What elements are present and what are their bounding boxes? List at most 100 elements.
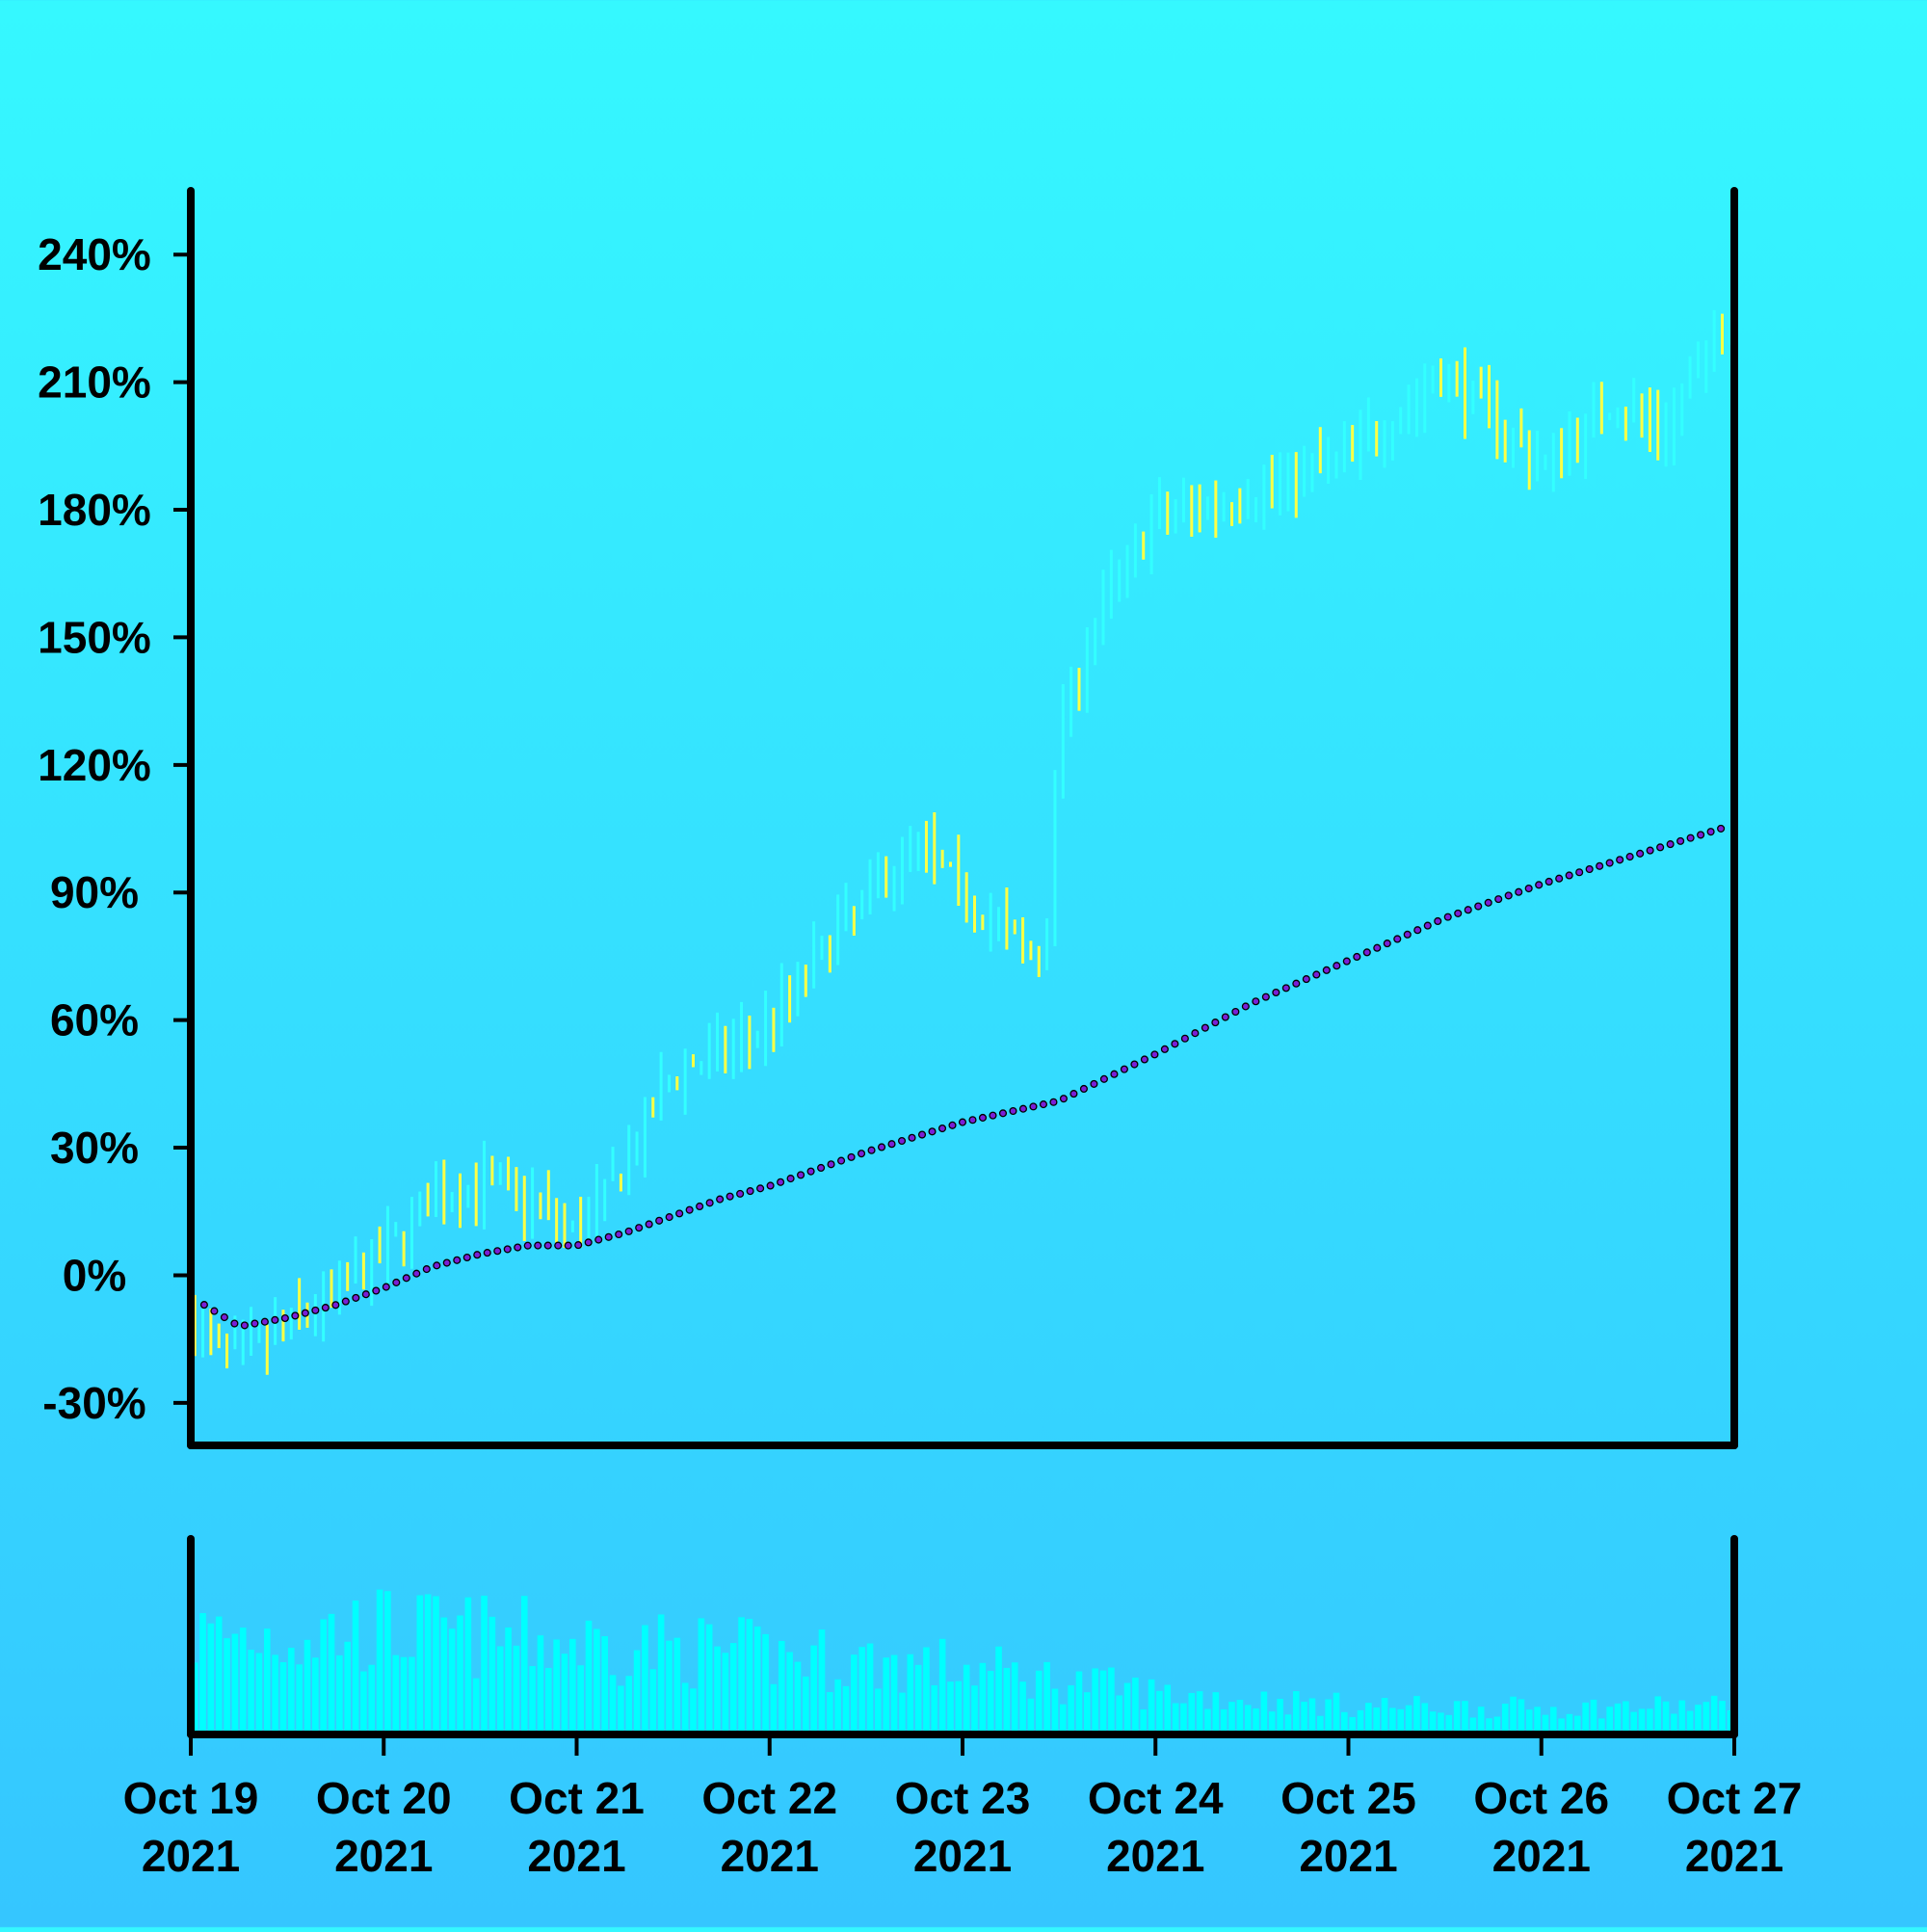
volume-bar	[1244, 1705, 1252, 1731]
moving-average-point	[321, 1304, 330, 1312]
volume-bar	[690, 1688, 697, 1731]
moving-average-point	[341, 1297, 350, 1306]
volume-bar	[625, 1676, 633, 1731]
volume-bar	[1510, 1696, 1517, 1731]
volume-bar	[392, 1654, 400, 1731]
volume-bar	[1549, 1707, 1557, 1731]
moving-average-point	[1524, 884, 1533, 893]
moving-average-point	[665, 1213, 673, 1222]
moving-average-point	[1292, 979, 1301, 988]
moving-average-point	[483, 1249, 491, 1257]
moving-average-point	[1646, 846, 1654, 855]
moving-average-point	[1656, 843, 1665, 852]
volume-bar	[786, 1652, 793, 1731]
volume-bar	[1084, 1692, 1091, 1731]
moving-average-point	[705, 1199, 714, 1207]
volume-bar	[312, 1657, 319, 1731]
volume-bar	[1566, 1713, 1573, 1731]
volume-bar	[344, 1641, 351, 1731]
volume-bar	[1035, 1670, 1043, 1731]
volume-bar	[858, 1647, 865, 1731]
volume-bar	[714, 1646, 721, 1731]
moving-average-point	[210, 1307, 219, 1315]
moving-average-point	[251, 1319, 259, 1328]
moving-average-point	[1706, 828, 1715, 836]
moving-average-point	[331, 1301, 340, 1310]
y-tick-label: -30%	[42, 1378, 145, 1428]
volume-bar	[753, 1626, 761, 1731]
volume-bar	[352, 1600, 359, 1731]
volume-bar	[729, 1643, 737, 1731]
volume-bar	[1421, 1703, 1429, 1731]
moving-average-point	[220, 1313, 228, 1322]
volume-bar	[1429, 1711, 1437, 1731]
moving-average-point	[543, 1241, 552, 1250]
volume-bar	[1212, 1692, 1220, 1731]
x-tick-label: Oct 26	[1473, 1773, 1609, 1823]
volume-bar	[1051, 1688, 1059, 1731]
moving-average-point	[1423, 921, 1432, 930]
volume-bar	[553, 1639, 560, 1731]
x-tick-label: Oct 23	[895, 1773, 1031, 1823]
moving-average-point	[696, 1202, 704, 1211]
volume-bar	[368, 1664, 376, 1731]
volume-bar	[1188, 1692, 1196, 1731]
volume-bar	[569, 1638, 576, 1731]
volume-bar	[481, 1595, 488, 1731]
moving-average-point	[1353, 952, 1361, 962]
moving-average-point	[989, 1111, 997, 1120]
moving-average-point	[917, 1130, 927, 1139]
volume-bar	[657, 1614, 665, 1731]
volume-bar	[263, 1628, 271, 1731]
volume-bar	[513, 1645, 520, 1731]
volume-bar	[1590, 1699, 1597, 1731]
moving-average-point	[1140, 1055, 1148, 1064]
moving-average-point	[1342, 957, 1351, 966]
volume-bar	[1180, 1703, 1187, 1731]
volume-bar	[1614, 1703, 1622, 1731]
volume-bar	[1623, 1701, 1629, 1731]
moving-average-point	[462, 1253, 471, 1262]
volume-bar	[1075, 1671, 1083, 1731]
volume-bar	[1003, 1667, 1011, 1731]
moving-average-point	[777, 1178, 785, 1186]
moving-average-point	[523, 1241, 532, 1250]
volume-bar	[1574, 1715, 1581, 1731]
volume-bar	[1477, 1707, 1485, 1731]
moving-average-point	[786, 1175, 795, 1183]
y-tick-label: 30%	[50, 1123, 139, 1173]
x-tick-label: Oct 27	[1667, 1773, 1803, 1823]
moving-average-point	[260, 1317, 269, 1326]
moving-average-point	[887, 1140, 896, 1149]
volume-bar	[1116, 1695, 1122, 1731]
volume-bar	[360, 1671, 367, 1731]
volume-bar	[1277, 1698, 1283, 1731]
moving-average-point	[442, 1258, 451, 1267]
volume-bar	[320, 1619, 327, 1731]
volume-bar	[938, 1638, 946, 1731]
moving-average-point	[948, 1121, 957, 1129]
volume-bar	[1373, 1707, 1380, 1731]
volume-bar	[424, 1594, 432, 1731]
x-tick-label: Oct 24	[1088, 1773, 1224, 1823]
volume-bar	[304, 1639, 311, 1731]
x-tick-label: Oct 25	[1280, 1773, 1416, 1823]
volume-bar	[215, 1616, 223, 1731]
volume-bar	[1284, 1714, 1292, 1731]
volume-bar	[255, 1653, 263, 1731]
moving-average-point	[352, 1293, 360, 1302]
moving-average-point	[1697, 831, 1705, 839]
moving-average-point	[1312, 970, 1321, 979]
volume-bar	[842, 1685, 850, 1731]
volume-bar	[440, 1617, 448, 1731]
volume-bar	[1060, 1704, 1067, 1731]
moving-average-point	[837, 1156, 846, 1165]
volume-bar	[705, 1624, 713, 1731]
moving-average-point	[1241, 1002, 1250, 1011]
volume-bar	[914, 1664, 922, 1731]
moving-average-point	[554, 1241, 563, 1250]
volume-bar	[1019, 1681, 1026, 1731]
volume-bar	[1525, 1709, 1533, 1731]
moving-average-point	[908, 1133, 916, 1142]
